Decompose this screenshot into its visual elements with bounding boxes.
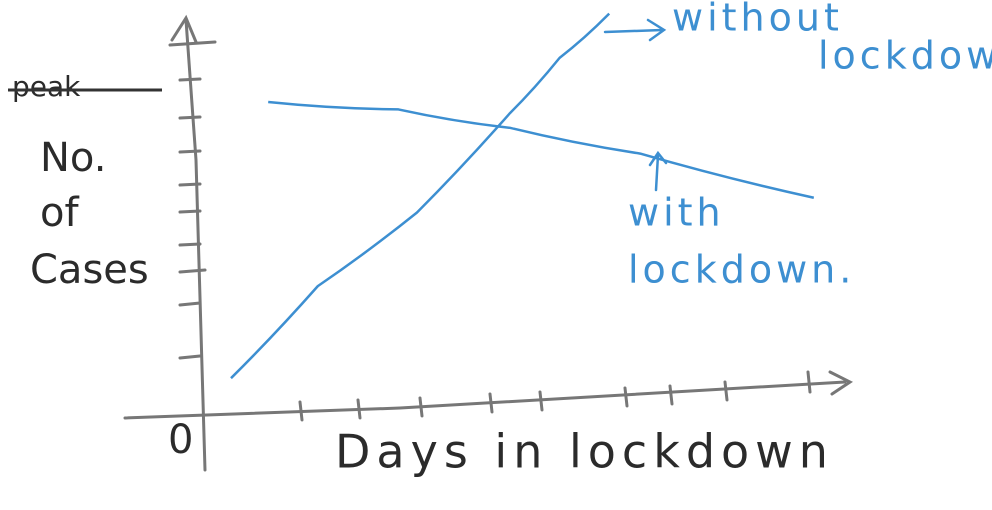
y-axis-label: Cases	[30, 247, 149, 293]
x-axis-label: Days in lockdown	[335, 425, 834, 479]
y-tick-marks	[178, 77, 207, 360]
annotation-arrows	[603, 18, 668, 192]
x-tick-marks	[298, 370, 812, 422]
y-axis-cap	[168, 40, 217, 47]
arrow	[603, 18, 667, 42]
series-label: without	[672, 0, 843, 40]
x-axis-arrow	[828, 370, 853, 396]
x-axis	[123, 380, 847, 420]
series-line	[230, 12, 611, 380]
origin-label: 0	[168, 417, 193, 463]
y-axis	[184, 18, 207, 472]
series-line	[268, 100, 815, 199]
axes	[123, 14, 853, 472]
y-axis-label: of	[40, 190, 79, 236]
series-label: lockdown	[818, 34, 992, 78]
y-axis-label: No.	[40, 135, 106, 181]
series-label: with	[628, 191, 725, 235]
struck-label: peak	[12, 70, 81, 103]
y-axis-arrow	[170, 14, 198, 44]
series-label: lockdown.	[628, 248, 855, 292]
